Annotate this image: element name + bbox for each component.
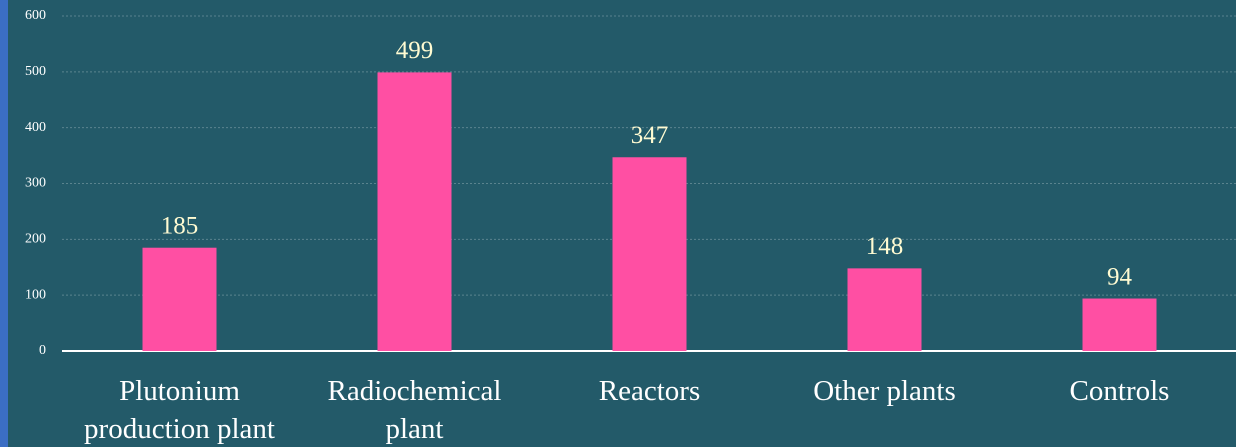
bar bbox=[142, 247, 217, 351]
y-tick-label: 0 bbox=[39, 343, 46, 358]
y-tick-label: 100 bbox=[25, 287, 46, 302]
x-tick-label: Radiochemical plant bbox=[327, 375, 502, 445]
side-strip bbox=[0, 0, 8, 447]
y-tick-label: 500 bbox=[25, 64, 46, 79]
bar bbox=[1082, 298, 1157, 351]
value-label: 347 bbox=[631, 122, 669, 149]
x-tick-label: Plutonium production plant bbox=[84, 375, 275, 445]
value-label: 185 bbox=[161, 212, 199, 239]
y-tick-label: 400 bbox=[25, 120, 46, 135]
x-tick-label: Other plants bbox=[813, 375, 956, 407]
value-label: 94 bbox=[1107, 263, 1133, 290]
bar bbox=[377, 72, 452, 352]
y-tick-label: 300 bbox=[25, 176, 46, 191]
value-label: 148 bbox=[866, 233, 904, 260]
bar bbox=[847, 268, 922, 351]
bar bbox=[612, 157, 687, 351]
y-tick-label: 200 bbox=[25, 232, 46, 247]
y-tick-label: 600 bbox=[25, 8, 46, 23]
x-tick-label: Controls bbox=[1069, 375, 1170, 407]
x-tick-label: Reactors bbox=[598, 375, 701, 407]
value-label: 499 bbox=[396, 37, 434, 64]
